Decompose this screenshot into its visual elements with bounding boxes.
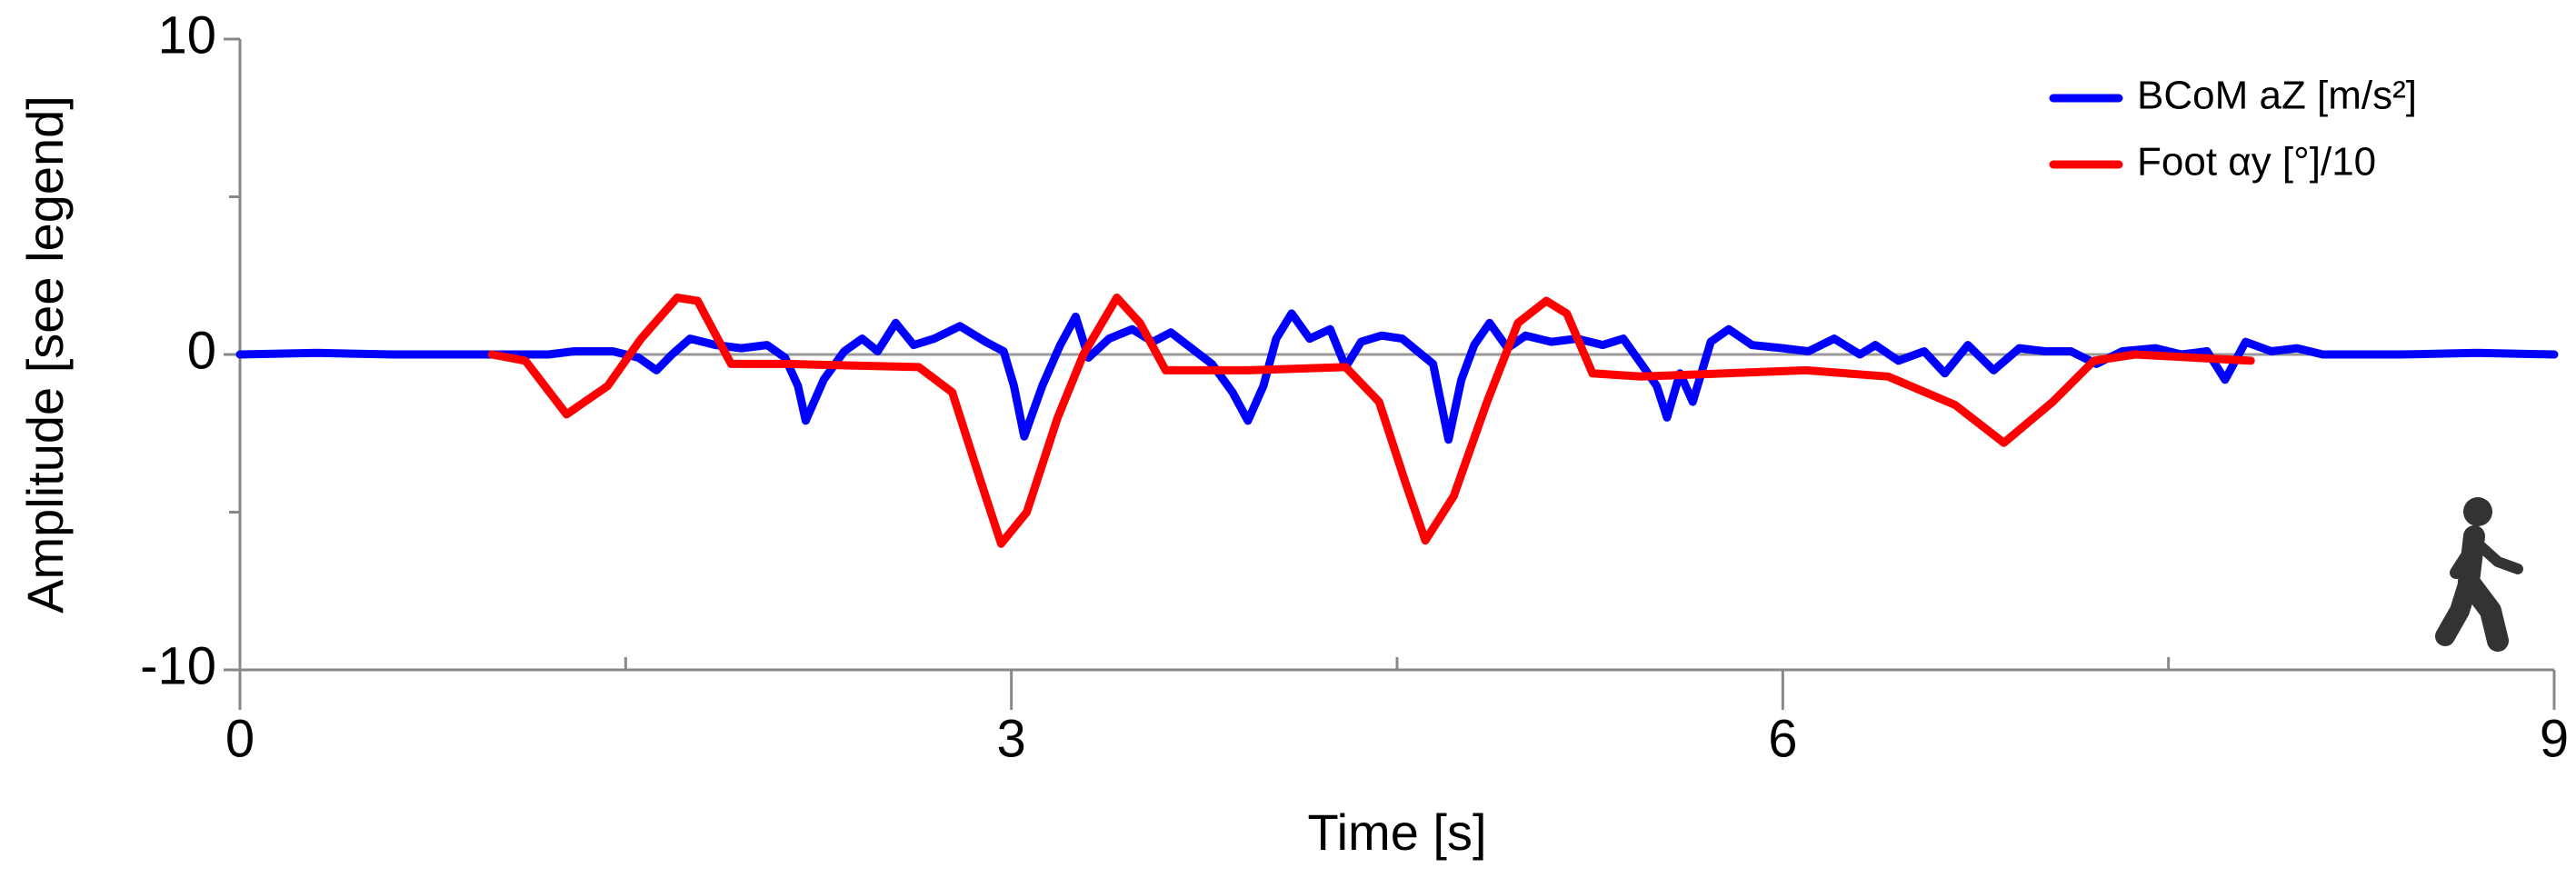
y-tick-label: 10: [157, 5, 216, 65]
legend-label: BCoM aZ [m/s²]: [2137, 74, 2417, 118]
walking-icon: [2435, 497, 2523, 652]
data-line: [487, 294, 2255, 548]
x-axis-label: Time [s]: [1307, 803, 1486, 861]
y-tick-label: 0: [187, 321, 216, 380]
x-tick-label: 6: [1768, 709, 1797, 768]
y-axis-label: Amplitude [see legend]: [16, 95, 74, 614]
data-line: [235, 309, 2559, 444]
legend-label: Foot αy [°]/10: [2137, 140, 2376, 185]
x-tick-label: 3: [997, 709, 1026, 768]
x-tick-label: 0: [225, 709, 255, 768]
y-tick-label: -10: [140, 636, 216, 695]
x-tick-label: 9: [2540, 709, 2569, 768]
